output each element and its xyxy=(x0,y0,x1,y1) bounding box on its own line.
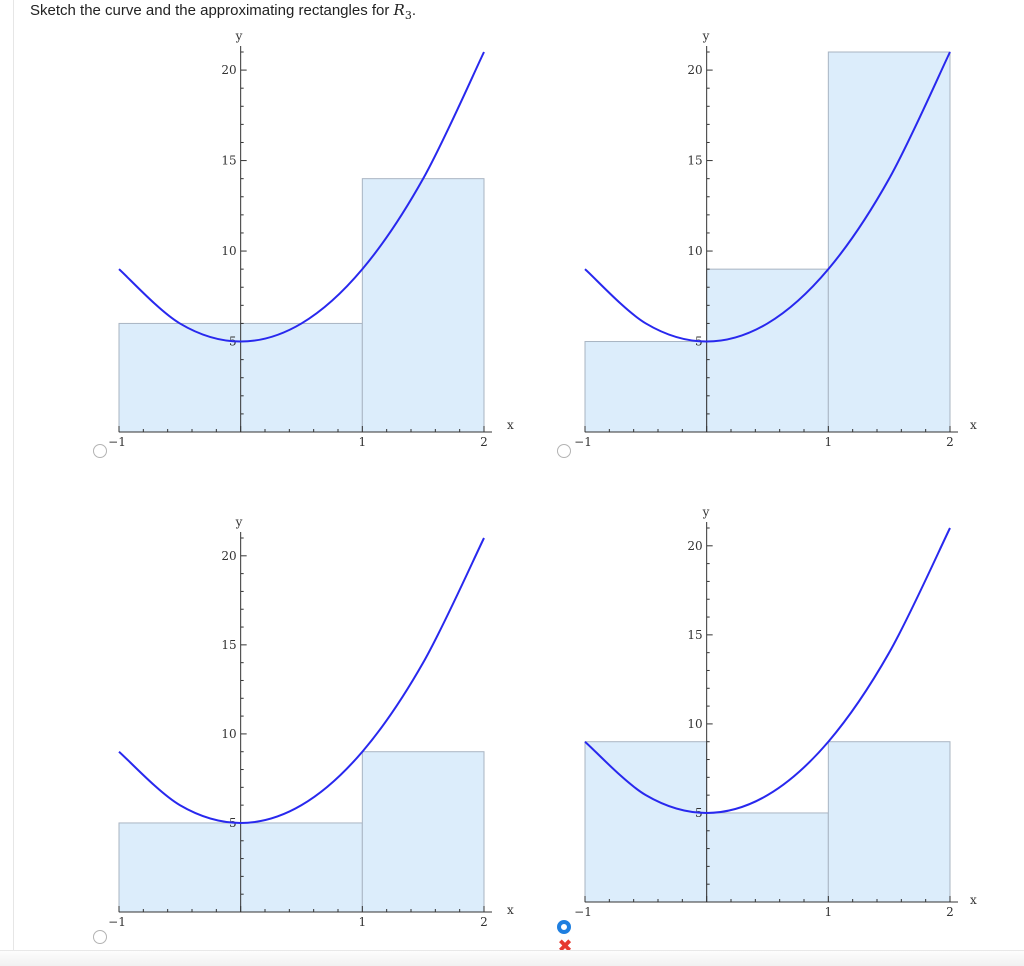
prompt-text: Sketch the curve and the approximating r… xyxy=(30,2,394,19)
x-tick-label: −1 xyxy=(574,435,592,449)
x-tick-label: 1 xyxy=(359,435,367,449)
approx-rectangle xyxy=(827,51,951,433)
question-prompt: Sketch the curve and the approximating r… xyxy=(30,1,416,22)
y-tick-label: 15 xyxy=(221,638,236,652)
y-tick-label: 20 xyxy=(221,63,236,77)
x-axis-label: x xyxy=(970,893,977,907)
y-axis-label: y xyxy=(235,515,243,529)
option-radio-1[interactable] xyxy=(93,444,107,458)
x-tick-label: 2 xyxy=(480,915,488,929)
x-tick-label: 1 xyxy=(825,435,833,449)
approx-rectangle xyxy=(584,741,708,903)
x-tick-label: −1 xyxy=(574,905,592,919)
y-axis-label: y xyxy=(702,505,710,519)
y-axis-label: y xyxy=(702,29,710,43)
x-axis-label: x xyxy=(507,903,514,917)
approx-rectangle xyxy=(584,341,708,433)
approx-rectangle xyxy=(706,268,829,433)
x-axis-label: x xyxy=(970,418,977,432)
option-radio-4[interactable] xyxy=(557,920,571,934)
y-tick-label: 20 xyxy=(221,549,236,563)
y-tick-label: 15 xyxy=(687,154,702,168)
x-tick-label: 2 xyxy=(480,435,488,449)
y-tick-label: 10 xyxy=(221,244,236,258)
option-radio-3[interactable] xyxy=(93,930,107,944)
y-axis-label: y xyxy=(235,29,243,43)
function-curve xyxy=(118,51,485,343)
approx-rectangle xyxy=(706,812,829,903)
y-tick-label: 10 xyxy=(687,717,702,731)
y-tick-label: 10 xyxy=(687,244,702,258)
y-tick-label: 20 xyxy=(687,63,702,77)
prompt-symbol: R3 xyxy=(393,1,412,22)
y-tick-label: 15 xyxy=(221,154,236,168)
function-curve xyxy=(584,527,951,814)
x-tick-label: −1 xyxy=(108,915,126,929)
approx-rectangle xyxy=(827,741,951,903)
x-tick-label: 1 xyxy=(825,905,833,919)
x-tick-label: 2 xyxy=(946,435,954,449)
x-tick-label: 2 xyxy=(946,905,954,919)
x-tick-label: −1 xyxy=(108,435,126,449)
y-tick-label: 20 xyxy=(687,539,702,553)
bottom-toolbar xyxy=(0,950,1024,966)
y-tick-label: 15 xyxy=(687,628,702,642)
content-left-rule xyxy=(13,0,14,965)
function-curve xyxy=(118,537,485,824)
approx-rectangle xyxy=(361,751,485,913)
x-tick-label: 1 xyxy=(359,915,367,929)
y-tick-label: 10 xyxy=(221,727,236,741)
approx-rectangle xyxy=(361,178,485,433)
prompt-subscript: 3 xyxy=(404,9,412,22)
prompt-period: . xyxy=(411,2,417,19)
option-radio-2[interactable] xyxy=(557,444,571,458)
function-curve xyxy=(584,51,951,343)
x-axis-label: x xyxy=(507,418,514,432)
